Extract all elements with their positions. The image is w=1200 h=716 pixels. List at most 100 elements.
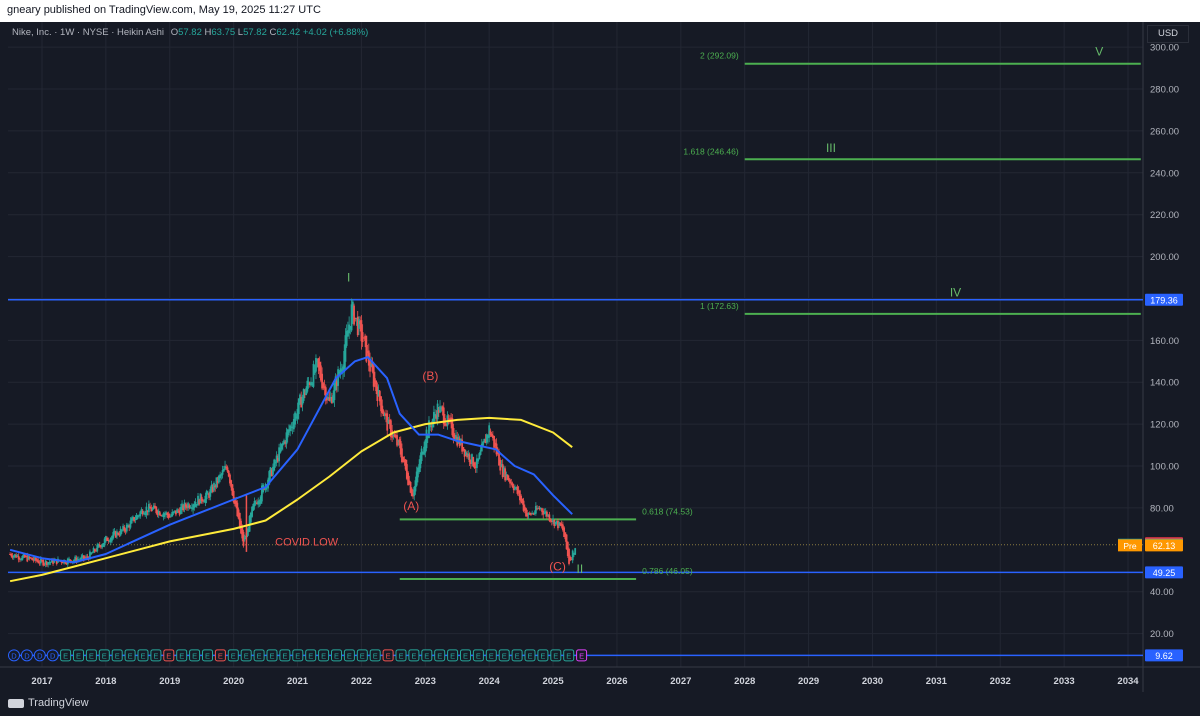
candle-body	[306, 380, 309, 392]
candle-body	[220, 474, 223, 476]
price-tag-value: 62.13	[1153, 541, 1176, 551]
y-tick-label: 200.00	[1150, 252, 1179, 263]
y-tick-label: 240.00	[1150, 168, 1179, 179]
event-marker-letter: E	[295, 651, 300, 660]
earnings-marker	[176, 649, 188, 662]
event-marker-letter: E	[386, 651, 391, 660]
candle-body	[297, 398, 300, 415]
candle-body	[312, 363, 315, 387]
candle-body	[38, 562, 41, 564]
candle-body	[345, 330, 348, 346]
x-tick-label: 2021	[287, 676, 309, 687]
candle-body	[252, 503, 255, 511]
price-chart[interactable]: 300.00 280.00 260.00 240.00 220.00 200.00 160.…	[0, 22, 1200, 692]
candle-body	[430, 425, 433, 427]
candle-body	[242, 531, 245, 546]
candle-body	[487, 435, 489, 439]
price-tag-box	[1145, 539, 1183, 552]
candle-body	[241, 526, 244, 539]
symbol-legend[interactable]: Nike, Inc. · 1W · NYSE · Heikin Ashi O57…	[12, 27, 368, 38]
candle-body	[10, 554, 13, 557]
price-tag-symbol-box	[1118, 539, 1142, 552]
candle-body	[151, 508, 154, 510]
candle-body	[344, 335, 347, 362]
candle-body	[428, 420, 430, 439]
candle-body	[291, 426, 294, 429]
candle-body	[385, 413, 387, 417]
candle-body	[198, 499, 201, 505]
candle-body	[376, 386, 379, 402]
candle-body	[399, 441, 402, 455]
event-marker-letter: E	[140, 651, 145, 660]
candle-body	[146, 510, 149, 512]
candle-body	[498, 450, 500, 466]
candle-body	[273, 459, 276, 471]
candle-body	[471, 454, 473, 464]
candle-body	[501, 464, 504, 478]
candle-body	[123, 526, 126, 531]
event-marker-letter: D	[50, 651, 56, 660]
moving-average-blue	[9, 356, 573, 564]
candle-body	[477, 458, 480, 462]
candle-body	[331, 397, 333, 404]
candle-body	[208, 493, 210, 498]
candle-body	[520, 495, 523, 502]
earnings-marker	[511, 649, 523, 662]
candle-body	[15, 555, 18, 558]
candle-body	[230, 480, 233, 488]
candle-body	[39, 558, 42, 564]
currency-button[interactable]: USD	[1147, 25, 1189, 43]
candle-body	[310, 381, 312, 386]
candle-body	[324, 387, 327, 401]
candle-body	[203, 501, 206, 503]
candle-body	[294, 412, 296, 425]
candle-body	[573, 552, 575, 555]
candle-body	[491, 435, 494, 439]
candle-body	[408, 480, 411, 484]
high-value: 63.75	[211, 27, 236, 38]
candle-body	[360, 320, 363, 342]
candle-body	[541, 508, 543, 512]
event-marker-letter: E	[269, 651, 274, 660]
candle-body	[154, 505, 156, 509]
candle-body	[533, 512, 536, 514]
event-marker-letter: E	[205, 651, 210, 660]
candle-body	[42, 559, 45, 566]
event-marker-letter: E	[347, 651, 352, 660]
candle-body	[413, 487, 416, 496]
candle-body	[116, 531, 118, 536]
candle-body	[333, 382, 336, 401]
earnings-marker	[498, 649, 510, 662]
candle-body	[159, 512, 161, 516]
candle-body	[463, 449, 466, 457]
candle-body	[439, 406, 441, 413]
candle-body	[143, 513, 145, 515]
candle-body	[571, 550, 574, 561]
candle-body	[17, 556, 20, 560]
event-marker-letter: E	[89, 651, 94, 660]
candle-body	[332, 395, 335, 403]
candle-body	[397, 440, 400, 442]
tradingview-logo[interactable]: TradingView	[8, 697, 89, 709]
candle-body	[26, 555, 29, 562]
earnings-marker	[369, 649, 381, 662]
change-value: +4.02 (+6.88%)	[302, 27, 369, 38]
candle-body	[139, 511, 142, 517]
x-tick-label: 2031	[926, 676, 948, 687]
candle-body	[499, 459, 502, 471]
candle-body	[156, 510, 159, 516]
candle-body	[269, 467, 272, 477]
y-tick-label: 80.00	[1150, 503, 1174, 514]
low-label: L	[237, 27, 244, 38]
candle-body	[259, 496, 262, 504]
candle-body	[473, 462, 476, 468]
candle-body	[348, 324, 351, 334]
y-tick-label: 220.00	[1150, 210, 1179, 221]
event-marker-letter: E	[153, 651, 158, 660]
candle-body	[512, 486, 515, 491]
candle-body	[462, 447, 465, 451]
candle-body	[484, 439, 487, 444]
candle-body	[522, 500, 525, 511]
candle-body	[488, 425, 491, 438]
candle-body	[559, 522, 562, 526]
